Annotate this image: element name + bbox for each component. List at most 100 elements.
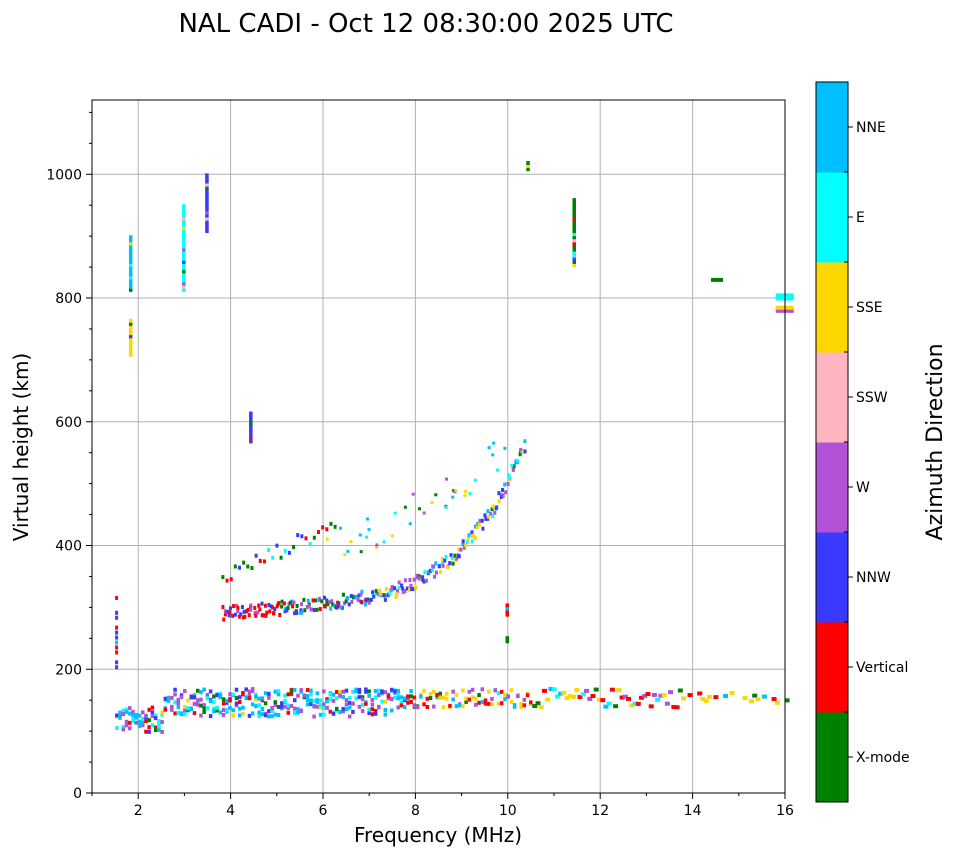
- echo-point: [402, 696, 407, 701]
- echo-point: [457, 703, 462, 708]
- echo-point: [711, 277, 724, 282]
- echo-point: [267, 714, 271, 719]
- x-axis: 2 4 6 8 10 12 14 16: [91, 793, 794, 819]
- echo-point: [512, 464, 516, 469]
- echo-point: [273, 712, 278, 717]
- echo-point: [215, 693, 219, 698]
- echo-point: [176, 697, 181, 702]
- echo-point: [572, 253, 576, 258]
- echo-point: [723, 694, 729, 699]
- echo-point: [249, 427, 253, 432]
- echo-point: [448, 561, 452, 566]
- echo-point: [489, 511, 493, 516]
- echo-point: [202, 706, 206, 711]
- echo-point: [212, 694, 216, 699]
- echo-point: [572, 213, 576, 218]
- echo-point: [499, 494, 503, 499]
- echo-point: [505, 603, 509, 608]
- x-tick-label: 10: [499, 803, 517, 819]
- echo-point: [755, 697, 761, 702]
- echo-point: [323, 604, 327, 609]
- echo-point: [321, 525, 325, 530]
- echo-point: [473, 536, 477, 541]
- echo-point: [774, 700, 780, 705]
- echo-point: [205, 210, 209, 215]
- echo-point: [249, 411, 253, 416]
- echo-point: [182, 287, 186, 292]
- echo-point: [205, 185, 209, 190]
- echo-point: [505, 636, 509, 641]
- echo-point: [131, 712, 135, 717]
- echo-point: [202, 703, 206, 708]
- echo-point: [128, 346, 133, 351]
- echo-point: [115, 713, 119, 718]
- echo-point: [231, 708, 236, 713]
- echo-point: [393, 695, 397, 700]
- echo-point: [257, 603, 261, 608]
- echo-point: [189, 695, 193, 700]
- echo-point: [422, 511, 426, 515]
- echo-point: [389, 687, 394, 692]
- echo-point: [584, 688, 590, 693]
- echo-point: [257, 714, 261, 719]
- echo-point: [572, 263, 576, 268]
- echo-point: [418, 507, 422, 511]
- echo-point: [115, 645, 119, 650]
- y-tick-label: 400: [55, 539, 82, 555]
- echo-point: [153, 728, 158, 733]
- echo-point: [283, 704, 287, 709]
- echo-point: [480, 518, 484, 523]
- echo-point: [182, 278, 186, 283]
- echo-point: [270, 714, 274, 719]
- echo-point: [276, 704, 281, 709]
- echo-point: [212, 700, 216, 705]
- echo-point: [437, 564, 441, 569]
- echo-point: [296, 710, 300, 715]
- echo-point: [622, 694, 628, 699]
- echo-point: [341, 709, 345, 714]
- echo-point: [231, 713, 236, 718]
- echo-point: [322, 702, 326, 707]
- echo-point: [403, 578, 407, 583]
- echo-point: [484, 516, 488, 521]
- echo-point: [173, 692, 177, 697]
- echo-point: [237, 565, 241, 570]
- echo-point: [311, 598, 315, 603]
- echo-point: [128, 328, 133, 333]
- echo-point: [373, 708, 378, 713]
- echo-point: [199, 697, 203, 702]
- echo-point: [357, 687, 362, 692]
- echo-point: [283, 699, 287, 704]
- echo-point: [182, 244, 186, 249]
- echo-point: [464, 699, 468, 704]
- echo-point: [182, 266, 186, 271]
- echo-point: [234, 696, 239, 701]
- echo-point: [305, 702, 310, 707]
- echo-point: [157, 719, 161, 724]
- echo-point: [412, 695, 417, 700]
- colorbar-segment: [816, 532, 848, 623]
- echo-point: [474, 702, 478, 707]
- echo-point: [393, 511, 397, 515]
- echo-point: [354, 696, 358, 701]
- echo-point: [572, 216, 576, 221]
- echo-point: [221, 707, 226, 712]
- echo-point: [260, 696, 265, 701]
- colorbar-title: Azimuth Direction: [923, 343, 948, 540]
- echo-point: [128, 324, 133, 329]
- echo-point: [192, 711, 197, 716]
- echo-point: [339, 526, 343, 530]
- echo-point: [257, 703, 261, 708]
- echo-point: [674, 705, 680, 710]
- echo-point: [464, 543, 468, 548]
- echo-point: [267, 695, 271, 700]
- echo-point: [328, 697, 333, 702]
- echo-point: [205, 173, 209, 178]
- x-tick-label: 16: [776, 803, 794, 819]
- echo-point: [182, 272, 186, 277]
- echo-point: [276, 713, 281, 718]
- echo-point: [571, 694, 577, 699]
- x-tick-label: 14: [684, 803, 702, 819]
- echo-point: [160, 710, 164, 715]
